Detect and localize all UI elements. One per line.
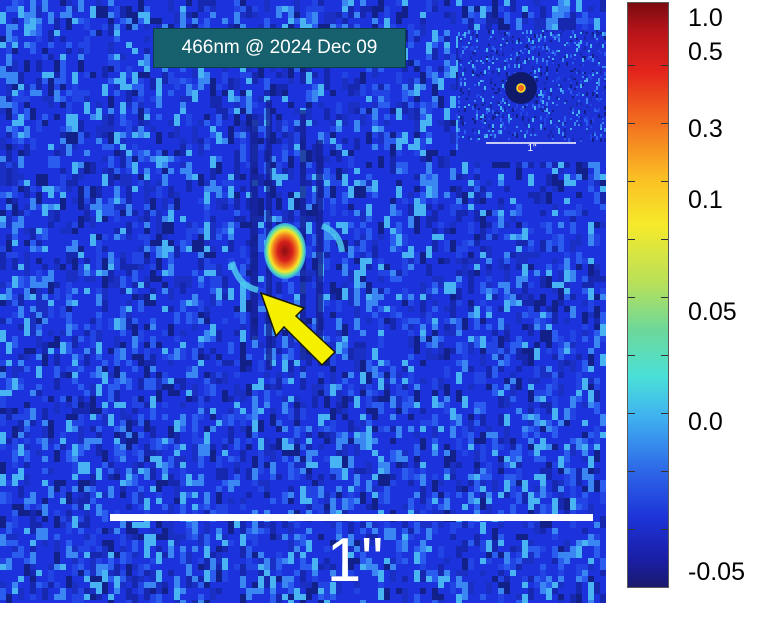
source-layer <box>229 100 345 370</box>
colorbar-label-4: 0.1 <box>688 186 723 214</box>
inset-source <box>516 83 526 93</box>
colorbar-label-6: 0.0 <box>688 408 723 436</box>
scale-bar <box>110 514 593 521</box>
colorbar-label-3: 0.3 <box>688 115 723 143</box>
colorbar-label-1: 1.0 <box>688 4 723 32</box>
colorbar <box>627 2 669 588</box>
colorbar-label-2: 0.5 <box>688 38 723 66</box>
inset-thumbnail: 1" <box>458 30 606 162</box>
speckle-background <box>0 0 606 603</box>
halo-arcs <box>229 223 345 293</box>
arrow-annotation <box>259 291 337 367</box>
inset-image <box>458 30 606 162</box>
image-caption: 466nm @ 2024 Dec 09 <box>153 28 406 68</box>
source-blob <box>264 223 306 279</box>
image-panel: 466nm @ 2024 Dec 09 1" 1" <box>0 0 606 603</box>
scale-bar-label: 1" <box>326 526 384 595</box>
colorbar-label-7: -0.05 <box>688 558 745 586</box>
inset-scale-label: 1" <box>527 143 537 154</box>
colorbar-label-5: 0.05 <box>688 298 737 326</box>
inset-speckle <box>458 30 606 142</box>
